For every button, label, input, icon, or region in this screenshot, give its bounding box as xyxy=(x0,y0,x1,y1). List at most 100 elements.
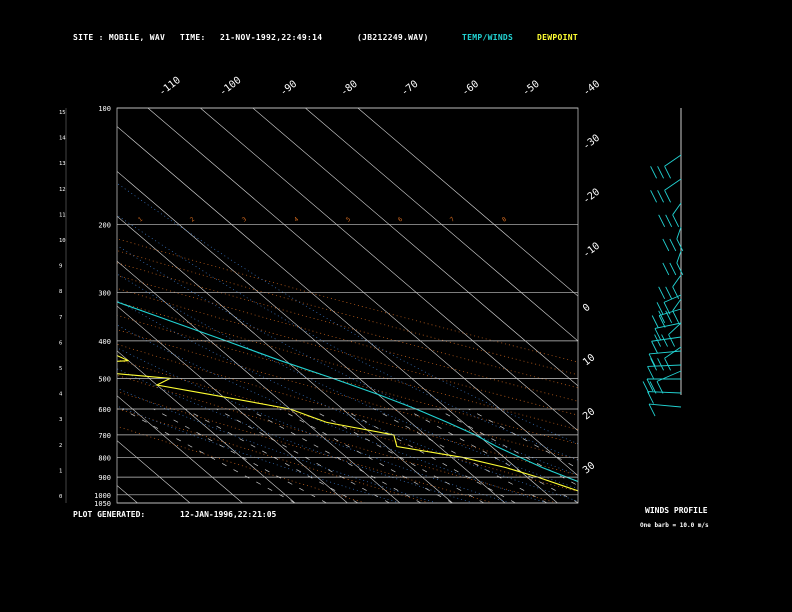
temp-axis-label-top: -60 xyxy=(460,79,481,99)
wind-barb-flag xyxy=(669,238,677,252)
wind-barb-staff xyxy=(676,250,682,264)
pressure-label: 900 xyxy=(98,474,111,482)
temp-axis-label-top: -100 xyxy=(218,75,244,99)
wind-barb-flag xyxy=(668,334,675,347)
temp-axis-label-top: -110 xyxy=(157,75,183,99)
isotherm-line xyxy=(200,108,578,432)
pressure-label: 800 xyxy=(98,454,111,462)
wind-barb-staff xyxy=(664,346,682,359)
wind-barb-flag xyxy=(665,286,673,300)
plot-area xyxy=(0,108,578,503)
site-label: SITE : xyxy=(73,33,104,42)
temp-axis-label-right: -20 xyxy=(581,187,602,207)
height-label: 11 xyxy=(59,212,66,218)
height-label: 0 xyxy=(59,494,62,500)
moist-adiabat xyxy=(117,214,578,461)
mixing-ratio-line xyxy=(373,408,548,503)
wind-barb-flag xyxy=(658,315,666,328)
temp-axis-label-right: 10 xyxy=(581,352,597,368)
wind-barb-flag xyxy=(648,353,656,367)
wind-barb-flag xyxy=(658,310,666,324)
wind-barb-flag xyxy=(648,403,656,417)
mixing-ratio-line xyxy=(247,408,422,503)
wind-barb-flag xyxy=(654,328,662,341)
temp-axis-label-top: -90 xyxy=(278,79,299,99)
winds-profile-note: One barb = 10.0 m/s xyxy=(640,522,709,529)
dry-adiabat xyxy=(117,359,578,493)
wind-barb-staff xyxy=(647,391,682,394)
wind-barb-flag xyxy=(647,391,654,404)
wind-barb-flag xyxy=(658,214,666,228)
wind-barb-staff xyxy=(659,308,682,316)
pressure-label: 400 xyxy=(98,338,111,346)
height-label: 15 xyxy=(59,110,66,116)
isotherm-line xyxy=(117,215,453,503)
wind-barb-staff xyxy=(672,274,682,288)
height-label: 6 xyxy=(59,340,62,346)
adiabat-label: 6 xyxy=(397,216,404,224)
pressure-label: 300 xyxy=(98,290,111,298)
wind-barb-flag xyxy=(656,381,664,394)
mixing-ratio-line xyxy=(405,408,578,503)
winds-profile-title: WINDS PROFILE xyxy=(645,506,708,515)
temp-axis-label-top: -70 xyxy=(399,79,420,99)
wind-barb-flag xyxy=(650,166,657,179)
dry-adiabat xyxy=(117,391,494,503)
wind-barb-staff xyxy=(676,226,682,240)
moist-adiabat xyxy=(117,347,511,503)
adiabat-label: 2 xyxy=(189,216,196,224)
wind-barb-staff xyxy=(664,178,682,191)
height-label: 14 xyxy=(59,136,66,142)
time-label: TIME: xyxy=(180,33,206,42)
wind-barb-flag xyxy=(656,302,664,315)
wind-barb-staff xyxy=(668,322,682,335)
legend-dewpoint: DEWPOINT xyxy=(537,33,578,42)
pressure-label: 500 xyxy=(98,375,111,383)
wind-barb-staff xyxy=(654,322,682,329)
isotherm-line xyxy=(117,260,401,503)
isotherm-line xyxy=(0,108,85,503)
wind-barb-staff xyxy=(663,294,682,303)
wind-barb-flag xyxy=(649,381,657,394)
wind-barb-flag xyxy=(672,310,680,324)
wind-barb-staff xyxy=(649,403,682,408)
pressure-label: 600 xyxy=(98,406,111,414)
moist-adiabat xyxy=(117,245,578,476)
moist-adiabat xyxy=(117,273,578,490)
legend-temp-winds: TEMP/WINDS xyxy=(462,33,514,42)
mixing-ratio-line xyxy=(436,408,578,487)
temperature-line xyxy=(117,301,578,483)
isotherm-line xyxy=(117,395,243,503)
dry-adiabat xyxy=(117,425,366,503)
dewpoint-line xyxy=(117,354,578,492)
wind-barb-flag xyxy=(651,341,658,354)
isotherm-line xyxy=(0,108,33,503)
adiabat-label: 8 xyxy=(501,216,508,224)
wind-barb-staff xyxy=(672,298,682,312)
wind-barb-flag xyxy=(657,166,664,179)
mixing-ratio-line xyxy=(342,408,516,503)
wind-barb-flag xyxy=(661,334,668,347)
wind-barb-flag xyxy=(646,378,654,392)
isotherm-line xyxy=(117,440,191,503)
wind-barb-flag xyxy=(650,358,657,371)
dry-adiabat xyxy=(117,301,578,430)
height-label: 1 xyxy=(59,468,62,474)
pressure-label: 100 xyxy=(98,105,111,113)
wind-barb-flag xyxy=(665,214,673,228)
adiabat-label: 5 xyxy=(345,216,352,224)
isotherm-line xyxy=(117,305,348,503)
wind-barb-flag xyxy=(662,238,670,252)
temp-axis-label-top: -50 xyxy=(521,79,542,99)
adiabat-label: 7 xyxy=(449,216,456,224)
plot-frame xyxy=(116,107,579,504)
height-label: 13 xyxy=(59,161,66,167)
moist-adiabat xyxy=(117,387,437,503)
wind-barb-flag xyxy=(662,262,670,276)
height-label: 9 xyxy=(59,264,62,270)
height-label: 4 xyxy=(59,392,63,398)
isotherm-line xyxy=(357,108,578,297)
temp-axis-label-right: 30 xyxy=(581,460,597,476)
adiabat-label: 4 xyxy=(293,216,300,224)
